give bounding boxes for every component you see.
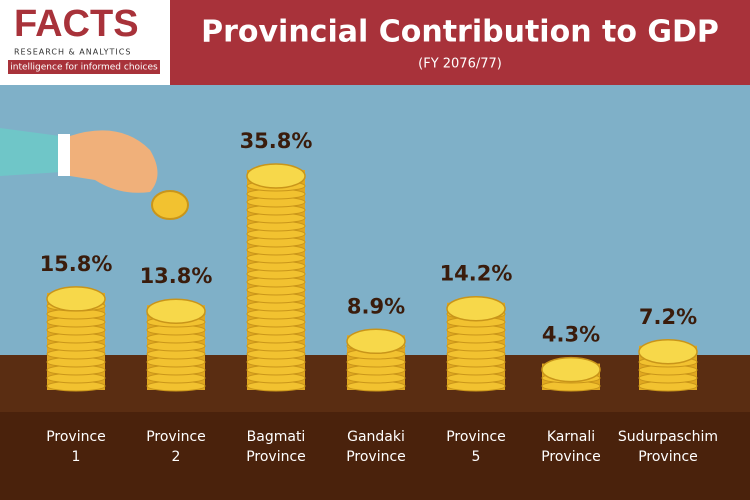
value-label: 8.9%	[347, 294, 405, 318]
coin-top	[146, 298, 206, 324]
value-label: 15.8%	[40, 252, 113, 276]
value-label: 4.3%	[542, 323, 600, 347]
x-tick-label: Karnali Province	[541, 429, 601, 465]
hand	[0, 128, 189, 220]
x-tick-label: Province 2	[146, 429, 206, 465]
coin-top	[638, 339, 698, 365]
x-tick-label: Gandaki Province	[346, 429, 406, 465]
logo-tag-bg	[8, 60, 160, 74]
coin-top	[446, 295, 506, 322]
x-tick-label: Province 5	[446, 429, 506, 465]
logo-line: RESEARCH & ANALYTICS	[14, 48, 131, 57]
chart-subtitle: (FY 2076/77)	[418, 57, 502, 72]
value-label: 7.2%	[639, 305, 697, 329]
sky	[0, 85, 750, 355]
coin-top	[46, 286, 106, 312]
coin-top	[346, 328, 406, 355]
chart-title: Provincial Contribution to GDP	[201, 15, 719, 50]
x-tick-label: Bagmati Province	[246, 429, 306, 465]
x-tick-label: Sudurpaschim Province	[618, 429, 718, 465]
logo-name: FACTS	[14, 3, 139, 45]
coin-top	[246, 163, 306, 189]
logo-tagline: intelligence for informed choices	[10, 63, 158, 73]
title-banner	[170, 0, 750, 85]
value-label: 14.2%	[440, 262, 513, 286]
coin-top	[541, 356, 601, 383]
value-label: 13.8%	[140, 264, 213, 288]
label-strip	[0, 412, 750, 500]
value-label: 35.8%	[240, 129, 313, 153]
x-tick-label: Province 1	[46, 429, 106, 465]
